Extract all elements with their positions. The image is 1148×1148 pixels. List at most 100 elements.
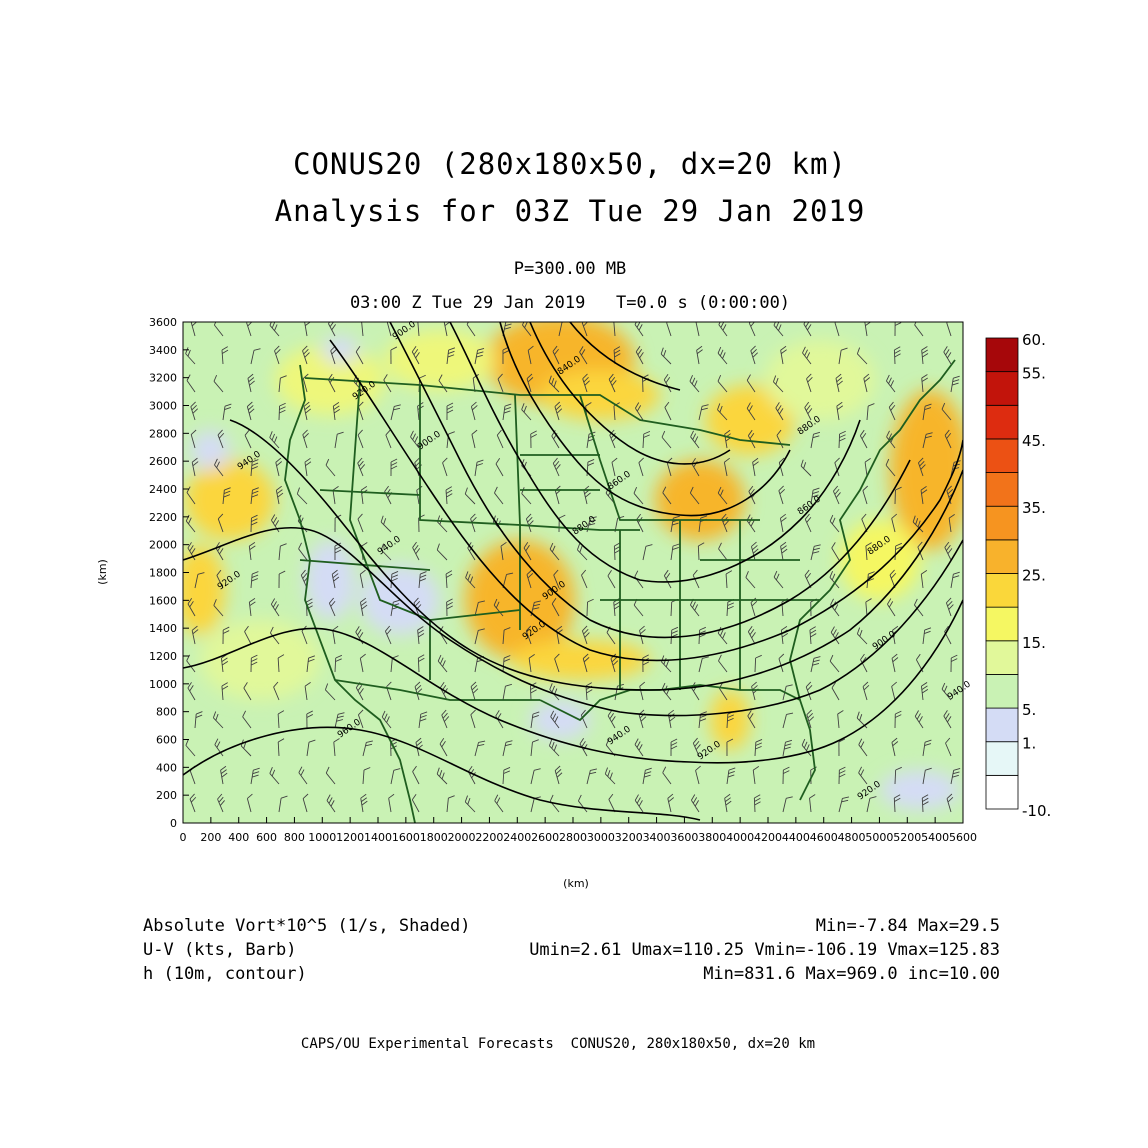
x-tick-label: 3400 xyxy=(643,831,671,844)
wind-barb xyxy=(670,543,680,561)
wind-barb xyxy=(859,429,868,449)
wind-barb xyxy=(191,625,199,645)
wind-barb xyxy=(865,542,872,561)
wind-barb xyxy=(717,346,728,365)
wind-barb xyxy=(250,767,260,785)
wind-barb xyxy=(806,373,813,393)
wind-barb xyxy=(194,572,205,589)
wind-barb xyxy=(837,710,844,729)
wind-barb xyxy=(752,766,760,785)
wind-barb xyxy=(829,514,840,533)
x-tick-label: 2200 xyxy=(475,831,503,844)
wind-barb xyxy=(608,373,617,393)
x-tick-label: 1200 xyxy=(336,831,364,844)
x-axis: 0 200 400 600 800 1000 1200 1400 1600 1800 2000 220… xyxy=(180,817,977,844)
wind-barb xyxy=(250,487,259,505)
wind-barb xyxy=(667,793,675,813)
wind-barb xyxy=(552,457,561,477)
wind-barb xyxy=(214,738,224,757)
wind-barb xyxy=(552,345,560,365)
wind-barb xyxy=(325,766,336,785)
y-tick-label: 3600 xyxy=(149,316,177,329)
x-tick-label: 1400 xyxy=(364,831,392,844)
wind-barb xyxy=(554,765,563,785)
y-tick-label: 3400 xyxy=(149,344,177,357)
wind-barb xyxy=(750,345,759,365)
plot-title-line1: CONUS20 (280x180x50, dx=20 km) xyxy=(293,147,847,181)
credit-line: CAPS/OU Experimental Forecasts CONUS20, … xyxy=(300,1036,816,1052)
wind-barb xyxy=(390,346,398,365)
wind-barb xyxy=(773,570,784,589)
wind-barb xyxy=(493,598,504,617)
wind-barb xyxy=(751,541,759,561)
wind-barb xyxy=(550,710,560,729)
wind-barb xyxy=(689,374,700,393)
wind-barb xyxy=(302,373,309,393)
wind-barb xyxy=(185,347,196,365)
y-tick-label: 2400 xyxy=(149,483,177,496)
wind-barb xyxy=(695,765,701,785)
wind-barb xyxy=(801,738,812,757)
colorbar-label: 1. xyxy=(1022,735,1036,753)
wind-barb xyxy=(553,569,560,589)
wind-barb xyxy=(243,682,252,701)
wind-barb xyxy=(304,681,311,701)
wind-barb xyxy=(357,513,364,533)
footer-height-label: h (10m, contour) xyxy=(143,964,307,984)
wind-barb xyxy=(642,767,652,785)
wind-barb xyxy=(914,322,924,337)
wind-barb xyxy=(697,542,705,561)
y-tick-label: 0 xyxy=(170,817,177,830)
wind-barb xyxy=(858,766,868,785)
wind-barb xyxy=(244,429,252,449)
wind-barb xyxy=(751,681,759,701)
state-borders xyxy=(284,359,956,823)
wind-barb xyxy=(579,738,588,757)
x-tick-label: 5200 xyxy=(893,831,921,844)
wind-barb xyxy=(360,793,368,813)
wind-barb xyxy=(357,429,364,449)
wind-barb xyxy=(581,625,590,645)
wind-barb xyxy=(436,543,448,561)
x-tick-label: 400 xyxy=(228,831,249,844)
wind-barb xyxy=(358,401,364,421)
wind-barb xyxy=(696,345,703,365)
wind-barb xyxy=(778,485,786,505)
wind-barb xyxy=(914,598,924,617)
wind-barb xyxy=(325,458,336,477)
wind-barb xyxy=(946,322,952,337)
wind-barb xyxy=(864,457,871,477)
wind-barb xyxy=(302,429,309,449)
wind-barb xyxy=(692,569,700,589)
wind-barb xyxy=(611,457,618,477)
wind-barb xyxy=(189,793,197,813)
wind-barb xyxy=(604,767,616,785)
colorbar-label: 55. xyxy=(1022,365,1046,383)
state-grid-8 xyxy=(520,454,800,561)
wind-barb xyxy=(746,402,756,421)
wind-barb xyxy=(250,571,259,589)
colorbar-swatch xyxy=(985,707,1019,743)
x-tick-label: 4200 xyxy=(754,831,782,844)
wind-barb xyxy=(829,654,840,673)
wind-barb xyxy=(438,374,448,393)
wind-barb xyxy=(554,653,560,673)
wind-barb xyxy=(607,570,616,589)
wind-barb xyxy=(944,429,952,449)
x-tick-label: 4000 xyxy=(726,831,754,844)
wind-barb xyxy=(355,626,364,645)
wind-barb xyxy=(775,402,784,421)
wind-barb xyxy=(838,796,850,813)
x-tick-label: 3200 xyxy=(615,831,643,844)
vorticity-shading xyxy=(183,322,963,823)
wind-barb xyxy=(494,794,504,813)
x-tick-label: 2800 xyxy=(559,831,587,844)
wind-barb xyxy=(692,737,701,757)
wind-barb xyxy=(191,457,199,477)
state-grid-4 xyxy=(299,489,521,621)
wind-barb xyxy=(525,625,532,645)
wind-barb xyxy=(586,598,594,617)
wind-barb xyxy=(689,486,700,505)
wind-barb xyxy=(690,430,700,449)
